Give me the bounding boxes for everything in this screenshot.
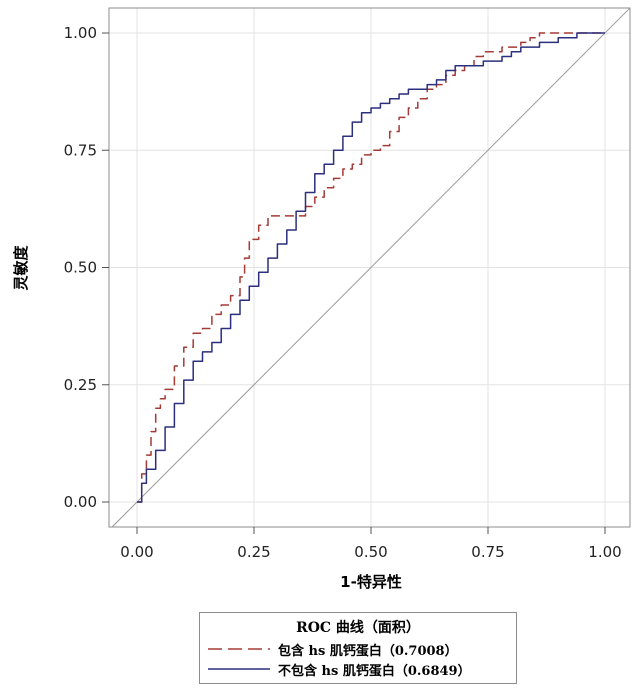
y-tick-label: 0.50 <box>64 259 97 277</box>
legend-item-without-hs-troponin: 不包含 hs 肌钙蛋白（0.6849） <box>206 660 471 679</box>
x-tick-label: 0.50 <box>354 543 387 561</box>
x-tick-label: 1.00 <box>588 543 621 561</box>
reference-diagonal-line <box>111 7 631 528</box>
legend: ROC 曲线（面积） 包含 hs 肌钙蛋白（0.7008） 不包含 hs 肌钙蛋… <box>199 612 517 684</box>
legend-swatch-dashed <box>208 648 270 650</box>
y-tick-label: 0.75 <box>64 141 97 159</box>
x-tick-label: 0.75 <box>471 543 504 561</box>
series-layer <box>137 32 605 503</box>
roc-chart: 0.00 0.25 0.50 0.75 1.00 0.00 0.25 0.50 0.75 1.0… <box>12 7 631 591</box>
x-tick-label: 0.25 <box>237 543 270 561</box>
series-line-0 <box>137 32 605 503</box>
y-axis-title: 灵敏度 <box>12 245 30 291</box>
y-tick-label: 1.00 <box>64 24 97 42</box>
legend-swatch-solid <box>208 668 270 670</box>
y-tick-label: 0.25 <box>64 376 97 394</box>
x-axis-title: 1-特异性 <box>340 573 402 591</box>
legend-title: ROC 曲线（面积） <box>296 620 420 636</box>
legend-label-with-hs-troponin: 包含 hs 肌钙蛋白（0.7008） <box>278 643 458 659</box>
legend-item-with-hs-troponin: 包含 hs 肌钙蛋白（0.7008） <box>206 640 458 659</box>
series-line-1 <box>137 32 605 503</box>
x-tick-label: 0.00 <box>120 543 153 561</box>
y-axis-ticks: 0.00 0.25 0.50 0.75 1.00 <box>64 24 109 511</box>
legend-label-without-hs-troponin: 不包含 hs 肌钙蛋白（0.6849） <box>278 663 471 679</box>
x-axis-ticks: 0.00 0.25 0.50 0.75 1.00 <box>120 527 622 561</box>
y-tick-label: 0.00 <box>64 493 97 511</box>
